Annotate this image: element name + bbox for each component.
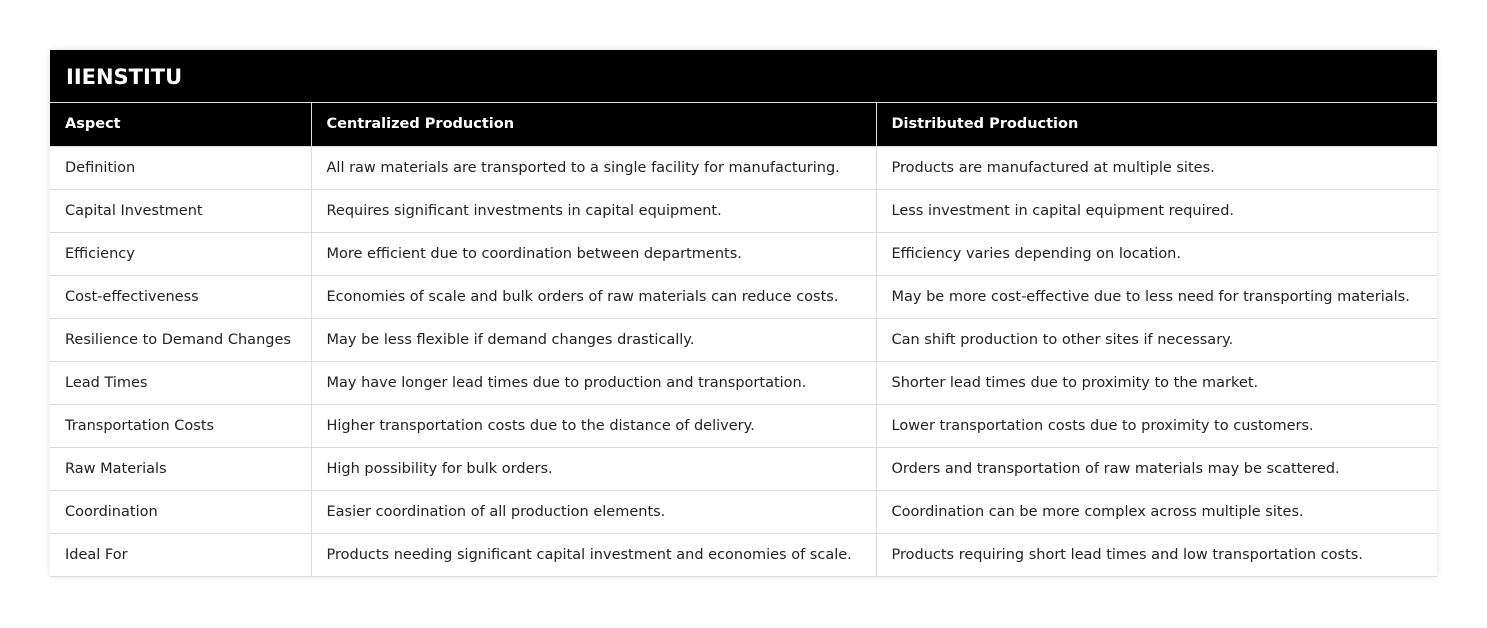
cell-centralized: Requires significant investments in capi… [310, 188, 877, 233]
cell-distributed: Coordination can be more complex across … [875, 489, 1437, 534]
cell-centralized: May be less flexible if demand changes d… [310, 317, 877, 362]
cell-centralized: Easier coordination of all production el… [310, 489, 877, 534]
cell-aspect: Coordination [50, 489, 312, 534]
cell-distributed: Products are manufactured at multiple si… [875, 145, 1437, 190]
table-row: Coordination Easier coordination of all p… [50, 489, 1437, 534]
cell-centralized: More efficient due to coordination betwe… [310, 231, 877, 276]
cell-distributed: Shorter lead times due to proximity to t… [875, 360, 1437, 405]
table-row: Definition All raw materials are transpor… [50, 145, 1437, 190]
cell-aspect: Transportation Costs [50, 403, 312, 448]
header-distributed: Distributed Production [875, 103, 1437, 147]
cell-aspect: Efficiency [50, 231, 312, 276]
table-row: Transportation Costs Higher transportatio… [50, 403, 1437, 448]
header-aspect: Aspect [50, 103, 312, 147]
header-row: Aspect Centralized Production Distribute… [50, 103, 1437, 147]
cell-distributed: Products requiring short lead times and … [875, 532, 1437, 577]
table-row: Resilience to Demand Changes May be less … [50, 317, 1437, 362]
cell-aspect: Cost-effectiveness [50, 274, 312, 319]
table-row: Ideal For Products needing significant ca… [50, 532, 1437, 577]
table-row: Lead Times May have longer lead times due… [50, 360, 1437, 405]
table-row: Cost-effectiveness Economies of scale and… [50, 274, 1437, 319]
cell-aspect: Resilience to Demand Changes [50, 317, 312, 362]
cell-aspect: Capital Investment [50, 188, 312, 233]
table-row: Efficiency More efficient due to coordina… [50, 231, 1437, 276]
cell-centralized: All raw materials are transported to a s… [310, 145, 877, 190]
cell-distributed: Less investment in capital equipment req… [875, 188, 1437, 233]
comparison-table: Aspect Centralized Production Distribute… [50, 103, 1437, 577]
cell-centralized: Products needing significant capital inv… [310, 532, 877, 577]
cell-centralized: High possibility for bulk orders. [310, 446, 877, 491]
cell-distributed: Efficiency varies depending on location. [875, 231, 1437, 276]
cell-centralized: Economies of scale and bulk orders of ra… [310, 274, 877, 319]
cell-aspect: Lead Times [50, 360, 312, 405]
table-title: IIENSTITU [50, 50, 1437, 103]
cell-distributed: Orders and transportation of raw materia… [875, 446, 1437, 491]
cell-centralized: May have longer lead times due to produc… [310, 360, 877, 405]
cell-distributed: May be more cost-effective due to less n… [875, 274, 1437, 319]
header-centralized: Centralized Production [310, 103, 877, 147]
cell-aspect: Definition [50, 145, 312, 190]
cell-distributed: Can shift production to other sites if n… [875, 317, 1437, 362]
table-row: Raw Materials High possibility for bulk o… [50, 446, 1437, 491]
table-row: Capital Investment Requires significant i… [50, 188, 1437, 233]
cell-aspect: Ideal For [50, 532, 312, 577]
cell-distributed: Lower transportation costs due to proxim… [875, 403, 1437, 448]
cell-centralized: Higher transportation costs due to the d… [310, 403, 877, 448]
cell-aspect: Raw Materials [50, 446, 312, 491]
comparison-table-container: IIENSTITU Aspect Centralized Production … [50, 50, 1437, 577]
